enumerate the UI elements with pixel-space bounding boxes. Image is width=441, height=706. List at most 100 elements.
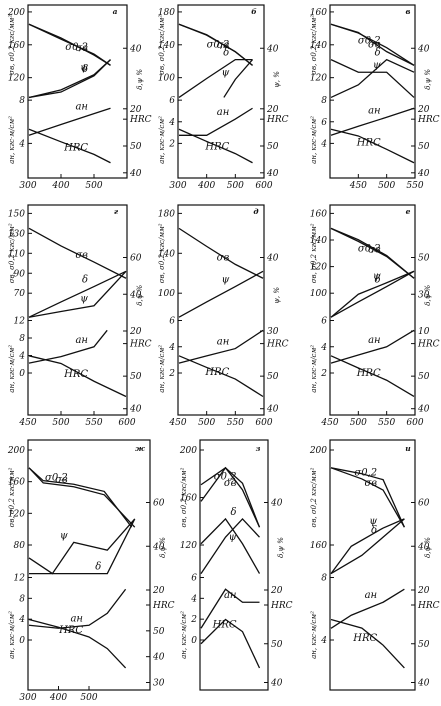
panel-4-xtick-0: 450	[18, 418, 36, 428]
panel-6-series-label-4: aн	[368, 335, 381, 346]
panel-4-series-label-3: aн	[75, 335, 88, 346]
panel-5-frame	[177, 204, 265, 416]
panel-3-left-bottom-label: aн, кгс·м/см²	[310, 116, 318, 164]
panel-9-series-2	[330, 518, 405, 574]
panel-7-series-3	[29, 518, 136, 575]
panel-8-rb-tick-2: 40	[270, 679, 283, 689]
panel-1-left-bottom-label: aн, кгс·м/см²	[8, 116, 16, 164]
panel-6-lb-tick-2: 2	[320, 369, 327, 379]
panel-5-rt-tick-0: 40	[266, 254, 279, 264]
panel-2-lb-tick-0: 6	[169, 96, 175, 106]
panel-6-lt-tick-2: 120	[310, 263, 327, 273]
panel-4-series-label-2: δ	[82, 275, 88, 286]
panel-8-left-bottom-label: aн, кгс·м/см²	[180, 611, 188, 659]
panel-2-lb-tick-2: 2	[168, 139, 175, 149]
panel-6-series-3	[330, 270, 415, 318]
panel-6-letter: е	[406, 207, 411, 216]
panel-6-lt-tick-3: 100	[310, 289, 327, 299]
panel-3-frame	[329, 4, 416, 179]
panel-5-xtick-0: 450	[168, 418, 186, 428]
panel-9-series-0	[330, 467, 405, 528]
panel-2-rb-tick-0: HRC	[266, 115, 289, 125]
panel-6-left-bottom-label: aн, кгс·м/см²	[310, 345, 318, 393]
panel-9-letter: и	[405, 444, 411, 453]
panel-6-rt-tick-0: 50	[418, 254, 430, 264]
panel-7-rb-tick-3: 30	[153, 679, 165, 689]
panel-7-rt-tick-0: 60	[153, 499, 165, 509]
panel-2-series-label-5: HRC	[204, 142, 229, 153]
panel-5-letter: д	[253, 207, 258, 216]
panel-3-lt-tick-1: 140	[310, 41, 327, 51]
panel-2-letter: б	[251, 7, 257, 16]
panel-5-lt-tick-1: 140	[158, 249, 175, 259]
panel-4-rb-tick-1: 50	[130, 372, 142, 382]
panel-6-xtick-1: 500	[350, 418, 367, 428]
panel-1-series-label-3: δ	[82, 64, 88, 75]
panel-4-lb-tick-1: 8	[19, 334, 25, 344]
panel-1-rb-tick-1: 50	[130, 142, 142, 152]
panel-7-rb-tick-0: HRC	[152, 601, 175, 611]
panel-8-lt-tick-2: 120	[180, 541, 197, 551]
panel-3-xtick-2: 550	[406, 181, 423, 191]
panel-6-rt-tick-2: 10	[418, 327, 430, 337]
panel-2-rb-tick-1: 50	[267, 142, 279, 152]
panel-4-left-bottom-label: aн, кгс·м/см²	[8, 345, 16, 393]
panel-1-xtick-0: 300	[19, 181, 36, 191]
panel-3-left-top-label: σв, σ0,2 кгс/мм²	[310, 15, 318, 75]
panel-9-series-label-2: ψ	[369, 516, 377, 527]
panel-8-series-label-1: σ0,2	[214, 471, 237, 482]
panel-6-series-label-0: σв	[368, 245, 381, 256]
panel-1-lt-tick-2: 120	[8, 74, 25, 84]
panel-9-rt-tick-0: 60	[418, 499, 430, 509]
panel-8-lb-tick-3: 0	[191, 636, 197, 646]
panel-5-series-label-1: ψ	[221, 275, 229, 286]
panel-4-frame	[27, 204, 128, 416]
panel-6-right-top-label: δ,ψ %	[424, 285, 432, 306]
panel-7-right-top-label: δ,ψ %	[159, 537, 167, 558]
panel-2-xtick-2: 500	[227, 181, 244, 191]
panel-5-left-bottom-label: aн, кгс·м/см²	[158, 345, 166, 393]
panel-2-series-1	[178, 23, 253, 66]
panel-7-xtick-2: 500	[80, 693, 97, 701]
panel-6-lt-tick-1: 140	[310, 236, 327, 246]
panel-2-frame	[177, 4, 265, 179]
panel-5-series-2	[178, 329, 264, 364]
panel-4-rb-tick-0: HRC	[129, 340, 152, 350]
panel-5-lb-tick-2: 2	[168, 369, 175, 379]
panel-7-series-label-3: δ	[95, 562, 101, 573]
panel-5-series-0	[178, 227, 264, 279]
panel-3-series-label-1: σ0,2	[358, 36, 381, 47]
panel-3-lb-tick-2: 4	[320, 139, 327, 149]
panel-4-lt-tick-3: 90	[14, 269, 26, 279]
panel-6-rb-tick-0: HRC	[417, 340, 440, 350]
panel-5-xtick-1: 500	[198, 418, 215, 428]
panel-7-series-2	[28, 518, 136, 575]
panel-7-lb-tick-1: 8	[19, 594, 25, 604]
panel-9-series-label-3: δ	[371, 525, 377, 536]
panel-9-lb-tick-0: 8	[321, 574, 327, 584]
panel-7-series-4	[28, 588, 127, 629]
panel-1-lb-tick-1: 4	[18, 139, 25, 149]
panel-9-lt-tick-0: 200	[309, 446, 327, 456]
panel-7-xtick-0: 300	[19, 693, 36, 701]
panel-6-series-label-1: σ0,2	[358, 244, 381, 255]
panel-3-lt-tick-0: 160	[310, 8, 327, 18]
panel-9-series-1	[330, 467, 405, 528]
panel-9-rt-tick-1: 40	[417, 542, 430, 552]
panel-7-series-label-2: ψ	[60, 530, 68, 541]
panel-5-xtick-2: 550	[227, 418, 244, 428]
panel-5-series-3	[178, 355, 264, 398]
panel-7-series-label-0: σв	[55, 475, 68, 486]
panel-4-rt-tick-1: 40	[129, 290, 142, 300]
panel-4-lt-tick-0: 150	[8, 209, 25, 219]
panel-8-frame	[199, 439, 269, 691]
panel-2-series-3	[178, 58, 253, 98]
panel-6-xtick-2: 550	[378, 418, 395, 428]
panel-1-xtick-2: 500	[85, 181, 102, 191]
panel-2-xtick-3: 600	[255, 181, 272, 191]
panel-8-lt-tick-1: 160	[180, 494, 197, 504]
panel-2-lt-tick-1: 140	[158, 41, 175, 51]
panel-1-series-label-2: ψ	[80, 63, 88, 74]
panel-8-rt-tick-1: 20	[270, 586, 283, 596]
